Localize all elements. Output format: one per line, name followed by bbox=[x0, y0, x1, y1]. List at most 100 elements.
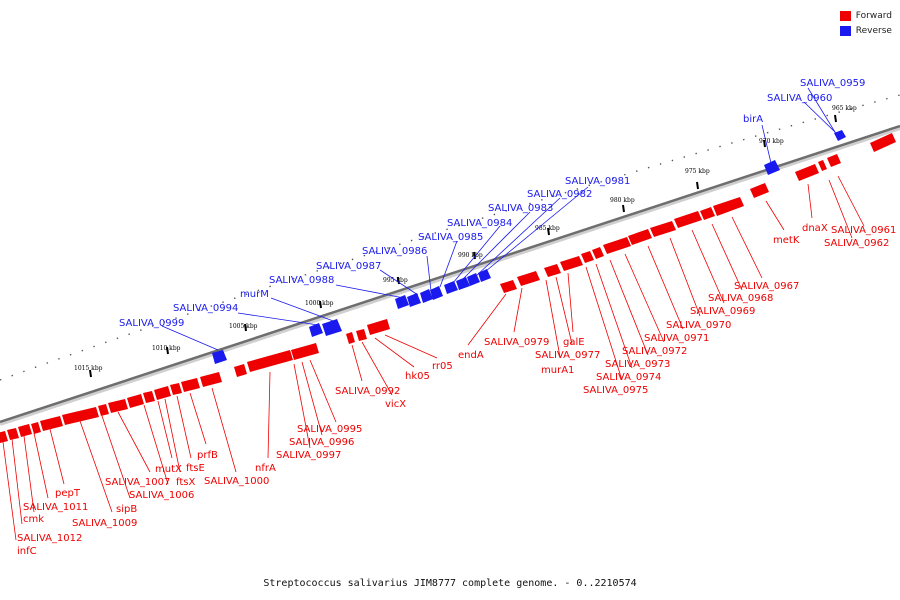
gene-forward[interactable]: rr05 bbox=[384, 334, 453, 372]
gene-reverse[interactable]: SALIVA_0994 bbox=[173, 303, 323, 337]
scale-tick: 990 kbp bbox=[458, 251, 483, 260]
gene-label: SALIVA_0973 bbox=[605, 359, 670, 370]
gene-forward[interactable]: SALIVA_0971 bbox=[644, 245, 709, 344]
gene-forward[interactable]: SALIVA_0962 bbox=[824, 179, 889, 249]
gene-label: SALIVA_0962 bbox=[824, 238, 889, 249]
gene-label: hk05 bbox=[405, 371, 430, 382]
gene-reverse[interactable]: SALIVA_0983 bbox=[456, 203, 553, 290]
gene-label: vicX bbox=[385, 399, 406, 410]
gene-label: rr05 bbox=[432, 361, 453, 372]
gene-label: nfrA bbox=[255, 463, 276, 474]
gene-label: SALIVA_0972 bbox=[622, 346, 687, 357]
gene-forward[interactable]: cmk bbox=[23, 435, 44, 525]
gene-label: SALIVA_0999 bbox=[119, 318, 184, 329]
gene-reverse[interactable]: murM bbox=[240, 289, 342, 336]
scale-tick: 965 kbp bbox=[832, 105, 857, 123]
gene-forward[interactable]: SALIVA_0961 bbox=[831, 175, 896, 236]
gene-reverse[interactable]: SALIVA_0999 bbox=[119, 318, 227, 364]
gene-forward[interactable]: SALIVA_0973 bbox=[605, 259, 670, 370]
tick-label: 965 kbp bbox=[832, 105, 857, 112]
gene-reverse[interactable]: SALIVA_0982 bbox=[467, 189, 592, 286]
gene-forward[interactable]: SALIVA_1007 bbox=[105, 411, 170, 488]
gene-forward[interactable]: SALIVA_0974 bbox=[595, 263, 661, 383]
gene-reverse[interactable]: SALIVA_0986 bbox=[362, 246, 433, 303]
gene-reverse[interactable]: SALIVA_0987 bbox=[316, 261, 421, 307]
gene-label: cmk bbox=[23, 514, 44, 525]
tick-label: 985 kbp bbox=[535, 225, 560, 232]
gene-forward[interactable]: SALIVA_0972 bbox=[622, 253, 687, 357]
gene-label: SALIVA_0961 bbox=[831, 225, 896, 236]
legend-label: Reverse bbox=[855, 25, 892, 36]
gene-forward[interactable]: galE bbox=[563, 272, 585, 348]
gene-forward[interactable]: SALIVA_1006 bbox=[129, 404, 194, 501]
tick-label: 990 kbp bbox=[458, 252, 483, 259]
genome-backbone bbox=[0, 124, 900, 424]
gene-label: pepT bbox=[55, 488, 81, 499]
gene-forward[interactable]: SALIVA_0996 bbox=[289, 361, 354, 448]
gene-forward[interactable]: vicX bbox=[361, 341, 406, 410]
legend-item-forward[interactable]: Forward bbox=[839, 8, 892, 23]
gene-label: sipB bbox=[116, 504, 137, 515]
gene-label: SALIVA_0975 bbox=[583, 385, 648, 396]
gene-forward[interactable]: SALIVA_0970 bbox=[666, 237, 731, 331]
gene-label: ftsE bbox=[186, 463, 205, 474]
gene-reverse[interactable]: SALIVA_0960 bbox=[767, 93, 836, 133]
scale-tick: 1015 kbp bbox=[74, 365, 103, 378]
tick-label: 1000 kbp bbox=[305, 300, 334, 307]
gene-label: mutX bbox=[155, 464, 182, 475]
gene-forward[interactable]: ftsX bbox=[164, 398, 195, 488]
gene-reverse[interactable]: SALIVA_0959 bbox=[800, 78, 865, 141]
gene-forward[interactable]: ftsE bbox=[176, 395, 205, 474]
scale-tick: 1010 kbp bbox=[152, 345, 181, 355]
gene-forward[interactable]: sipB bbox=[101, 415, 137, 515]
legend: Forward Reverse bbox=[839, 8, 892, 38]
gene-forward[interactable]: SALIVA_0995 bbox=[297, 359, 362, 435]
gene-forward[interactable]: SALIVA_0992 bbox=[335, 344, 400, 397]
gene-forward[interactable]: SALIVA_0968 bbox=[708, 223, 773, 304]
gene-label: SALIVA_1007 bbox=[105, 477, 170, 488]
forward-gene-blocks bbox=[0, 133, 896, 443]
gene-forward[interactable]: metK bbox=[765, 200, 800, 246]
gene-forward[interactable]: SALIVA_0977 bbox=[535, 276, 600, 361]
gene-forward[interactable]: SALIVA_0969 bbox=[690, 229, 755, 317]
gene-label: SALIVA_0974 bbox=[596, 372, 661, 383]
gene-forward[interactable]: SALIVA_0997 bbox=[276, 363, 341, 461]
gene-forward[interactable]: prfB bbox=[189, 392, 218, 461]
gene-label: SALIVA_0967 bbox=[734, 281, 799, 292]
gene-reverse[interactable]: SALIVA_0985 bbox=[418, 232, 483, 300]
gene-forward[interactable]: murA1 bbox=[541, 279, 574, 376]
gene-label: SALIVA_0987 bbox=[316, 261, 381, 272]
gene-forward[interactable]: infC bbox=[2, 441, 37, 557]
gene-forward[interactable]: mutX bbox=[155, 400, 182, 475]
gene-forward[interactable]: SALIVA_1009 bbox=[72, 420, 137, 529]
gene-label: SALIVA_0983 bbox=[488, 203, 553, 214]
genome-backbone-shadow bbox=[0, 126, 900, 426]
legend-item-reverse[interactable]: Reverse bbox=[839, 23, 892, 38]
gene-forward[interactable]: pepT bbox=[49, 428, 81, 499]
gene-reverse[interactable]: birA bbox=[743, 114, 780, 175]
gene-forward[interactable]: hk05 bbox=[374, 337, 430, 382]
tick-label: 980 kbp bbox=[610, 197, 635, 204]
gene-forward[interactable]: SALIVA_0975 bbox=[583, 266, 648, 396]
gene-label: SALIVA_1012 bbox=[17, 533, 82, 544]
gene-forward[interactable]: endA bbox=[458, 293, 507, 361]
gene-forward[interactable]: SALIVA_1012 bbox=[11, 438, 82, 544]
gene-label: SALIVA_0979 bbox=[484, 337, 549, 348]
gene-forward[interactable]: SALIVA_1000 bbox=[204, 387, 269, 487]
gene-reverse[interactable]: SALIVA_0981 bbox=[478, 176, 630, 282]
gene-reverse[interactable]: SALIVA_0984 bbox=[444, 218, 512, 294]
scale-tick: 980 kbp bbox=[610, 197, 635, 213]
gene-forward[interactable]: SALIVA_0967 bbox=[731, 216, 799, 292]
gene-label: SALIVA_0984 bbox=[447, 218, 512, 229]
gene-forward[interactable]: SALIVA_0979 bbox=[484, 287, 549, 348]
gene-forward[interactable]: nfrA bbox=[255, 371, 276, 474]
gene-reverse[interactable]: SALIVA_0988 bbox=[269, 275, 409, 309]
gene-label: prfB bbox=[197, 450, 218, 461]
gene-label: SALIVA_1009 bbox=[72, 518, 137, 529]
tick-label: 970 kbp bbox=[759, 138, 784, 145]
gene-forward[interactable]: SALIVA_1011 bbox=[23, 432, 88, 513]
tick-label: 1010 kbp bbox=[152, 345, 181, 352]
gene-forward[interactable]: dnaX bbox=[802, 183, 828, 234]
forward-swatch bbox=[839, 10, 851, 21]
scale-tick: 970 kbp bbox=[759, 138, 784, 148]
